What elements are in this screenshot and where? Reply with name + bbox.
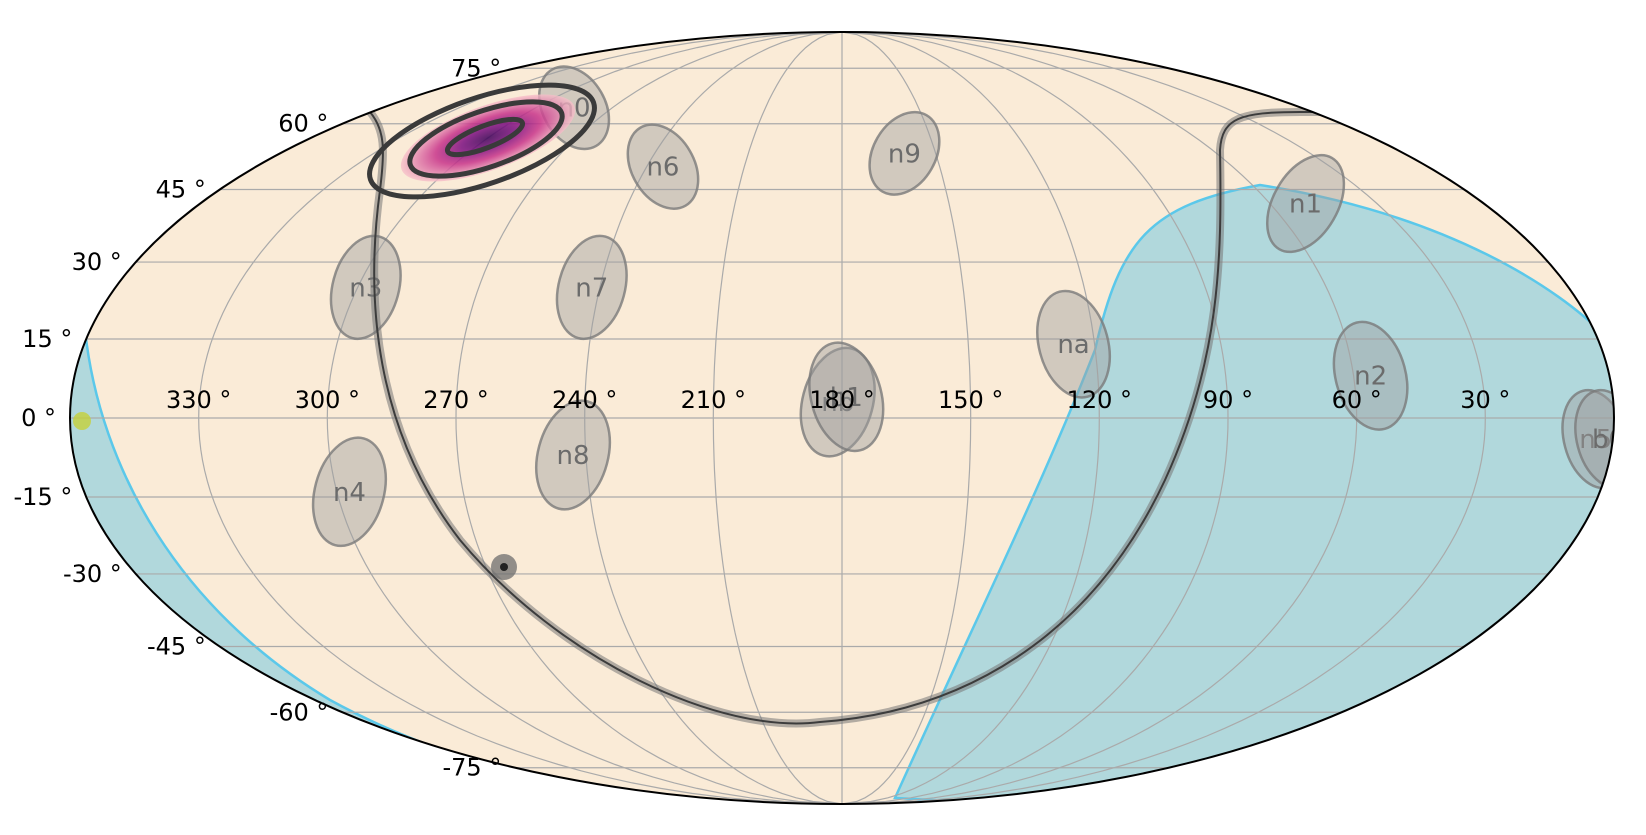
sun-marker [73, 412, 91, 430]
grid-meridian [841, 32, 1229, 804]
grid-meridian [841, 32, 1100, 804]
lat-tick-label: -15 ° [14, 483, 73, 511]
lat-tick-label: -45 ° [147, 633, 206, 661]
lat-tick-label: 30 ° [72, 248, 122, 276]
detector-footprint-n4 [311, 436, 387, 548]
localization-probability [400, 94, 576, 182]
detector-footprint-n9 [868, 110, 941, 196]
detector-label-b0: b0 [1592, 425, 1625, 455]
detector-label-n2: n2 [1354, 362, 1387, 392]
latitude-labels: 75 ° 60 ° 45 ° 30 ° 15 ° 0 ° -15 ° -30 ° -45 ° -6… [14, 54, 502, 781]
detector-footprint-n7 [555, 234, 628, 341]
lat-tick-label: 0 ° [21, 404, 56, 432]
detector-label-na: na [1057, 330, 1089, 360]
lon-tick-label: 90 ° [1203, 386, 1253, 414]
lat-tick-label: -75 ° [442, 754, 501, 782]
detector-footprint-b0 [1574, 388, 1614, 490]
detector-label-n9: n9 [888, 139, 921, 169]
detector-label-n8: n8 [557, 441, 590, 471]
grid-meridian [841, 32, 1486, 804]
lon-tick-label: 30 ° [1460, 386, 1510, 414]
lat-tick-label: 45 ° [156, 175, 206, 203]
detector-footprint-b1 [808, 341, 885, 453]
galactic-center-dot [500, 563, 508, 571]
grid-meridian [455, 32, 843, 804]
detector-footprint-nb [799, 346, 876, 458]
detector-footprint-n6 [626, 123, 700, 210]
detector-label-nb: nb [821, 388, 854, 418]
contour-middle [407, 99, 565, 179]
map-boundary [69, 31, 1615, 805]
coordinate-grid [70, 32, 1614, 804]
galactic-plane-line [369, 111, 1330, 725]
lon-tick-label: 150 ° [938, 386, 1003, 414]
lon-tick-label: 210 ° [681, 386, 746, 414]
lon-tick-label: 240 ° [552, 386, 617, 414]
lon-tick-label: 300 ° [295, 386, 360, 414]
detector-footprint-n1 [1265, 153, 1346, 254]
detector-label-n6: n6 [646, 153, 679, 183]
longitude-labels: 330 ° 300 ° 270 ° 240 ° 210 ° 180 ° 150 ° 120 °… [166, 386, 1510, 414]
detector-label-n1: n1 [1289, 190, 1322, 220]
detector-footprint-n2 [1332, 320, 1409, 431]
grid-meridian [198, 32, 843, 804]
lat-tick-label: -60 ° [270, 698, 329, 726]
contour-outer [367, 82, 597, 200]
lon-tick-label: 270 ° [423, 386, 488, 414]
detector-footprint-na [1036, 289, 1111, 399]
lat-tick-label: 75 ° [451, 54, 501, 82]
contour-inner [444, 116, 526, 158]
lat-tick-label: 15 ° [22, 325, 72, 353]
detector-footprint-n8 [535, 399, 612, 511]
grid-meridian [841, 32, 972, 804]
lon-tick-label: 120 ° [1067, 386, 1132, 414]
lat-tick-label: 60 ° [278, 110, 328, 138]
grid-meridian [584, 32, 843, 804]
detector-label-n4: n4 [333, 478, 366, 508]
lon-tick-label: 60 ° [1332, 386, 1382, 414]
detector-label-n7: n7 [575, 273, 608, 303]
detector-label-n5: n5 [1579, 425, 1612, 455]
grid-meridian [712, 32, 843, 804]
detector-label-b1: b1 [830, 383, 863, 413]
lon-tick-label: 180 ° [809, 386, 874, 414]
lat-tick-label: -30 ° [63, 560, 122, 588]
detector-footprint-n3 [329, 234, 402, 341]
lon-tick-label: 330 ° [166, 386, 231, 414]
